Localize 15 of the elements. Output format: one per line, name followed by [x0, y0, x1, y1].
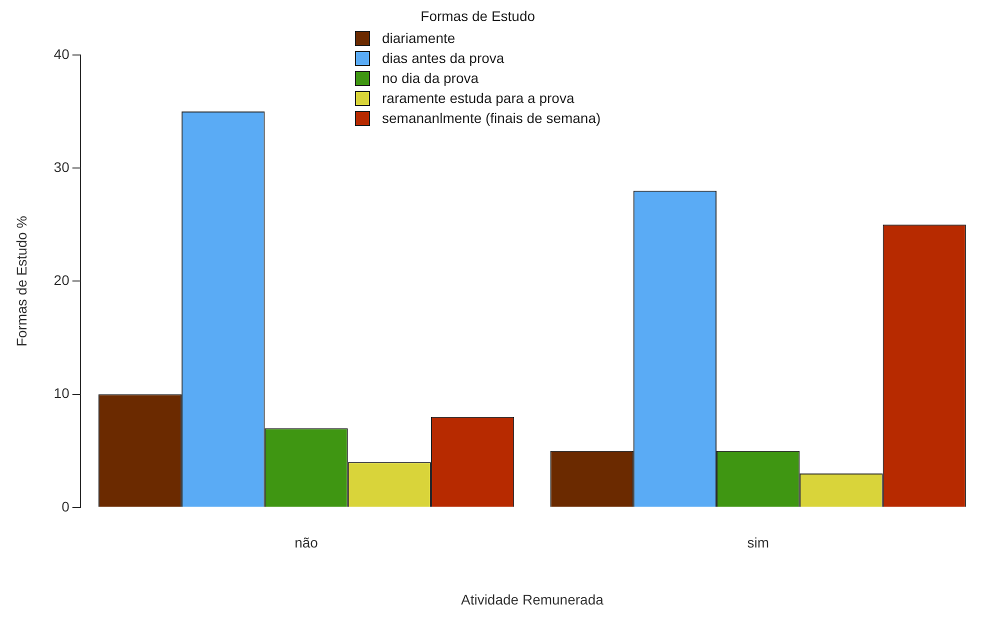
- legend-label: diariamente: [382, 30, 456, 46]
- x-tick-label: não: [294, 534, 318, 551]
- legend-label: raramente estuda para a prova: [382, 90, 574, 106]
- legend-label: dias antes da prova: [382, 50, 504, 66]
- x-axis-title: Atividade Remunerada: [460, 591, 604, 608]
- y-axis-title: Formas de Estudo %: [13, 216, 30, 347]
- y-tick-label: 0: [62, 498, 70, 514]
- legend-label: no dia da prova: [382, 70, 479, 86]
- legend-label: semananlmente (finais de semana): [382, 110, 601, 126]
- legend-title: Formas de Estudo: [420, 8, 536, 24]
- y-tick-label: 20: [54, 272, 70, 288]
- y-tick-label: 30: [54, 158, 70, 175]
- y-tick-label: 40: [54, 46, 70, 62]
- x-tick-label: sim: [747, 534, 769, 551]
- y-tick-label: 10: [54, 385, 70, 402]
